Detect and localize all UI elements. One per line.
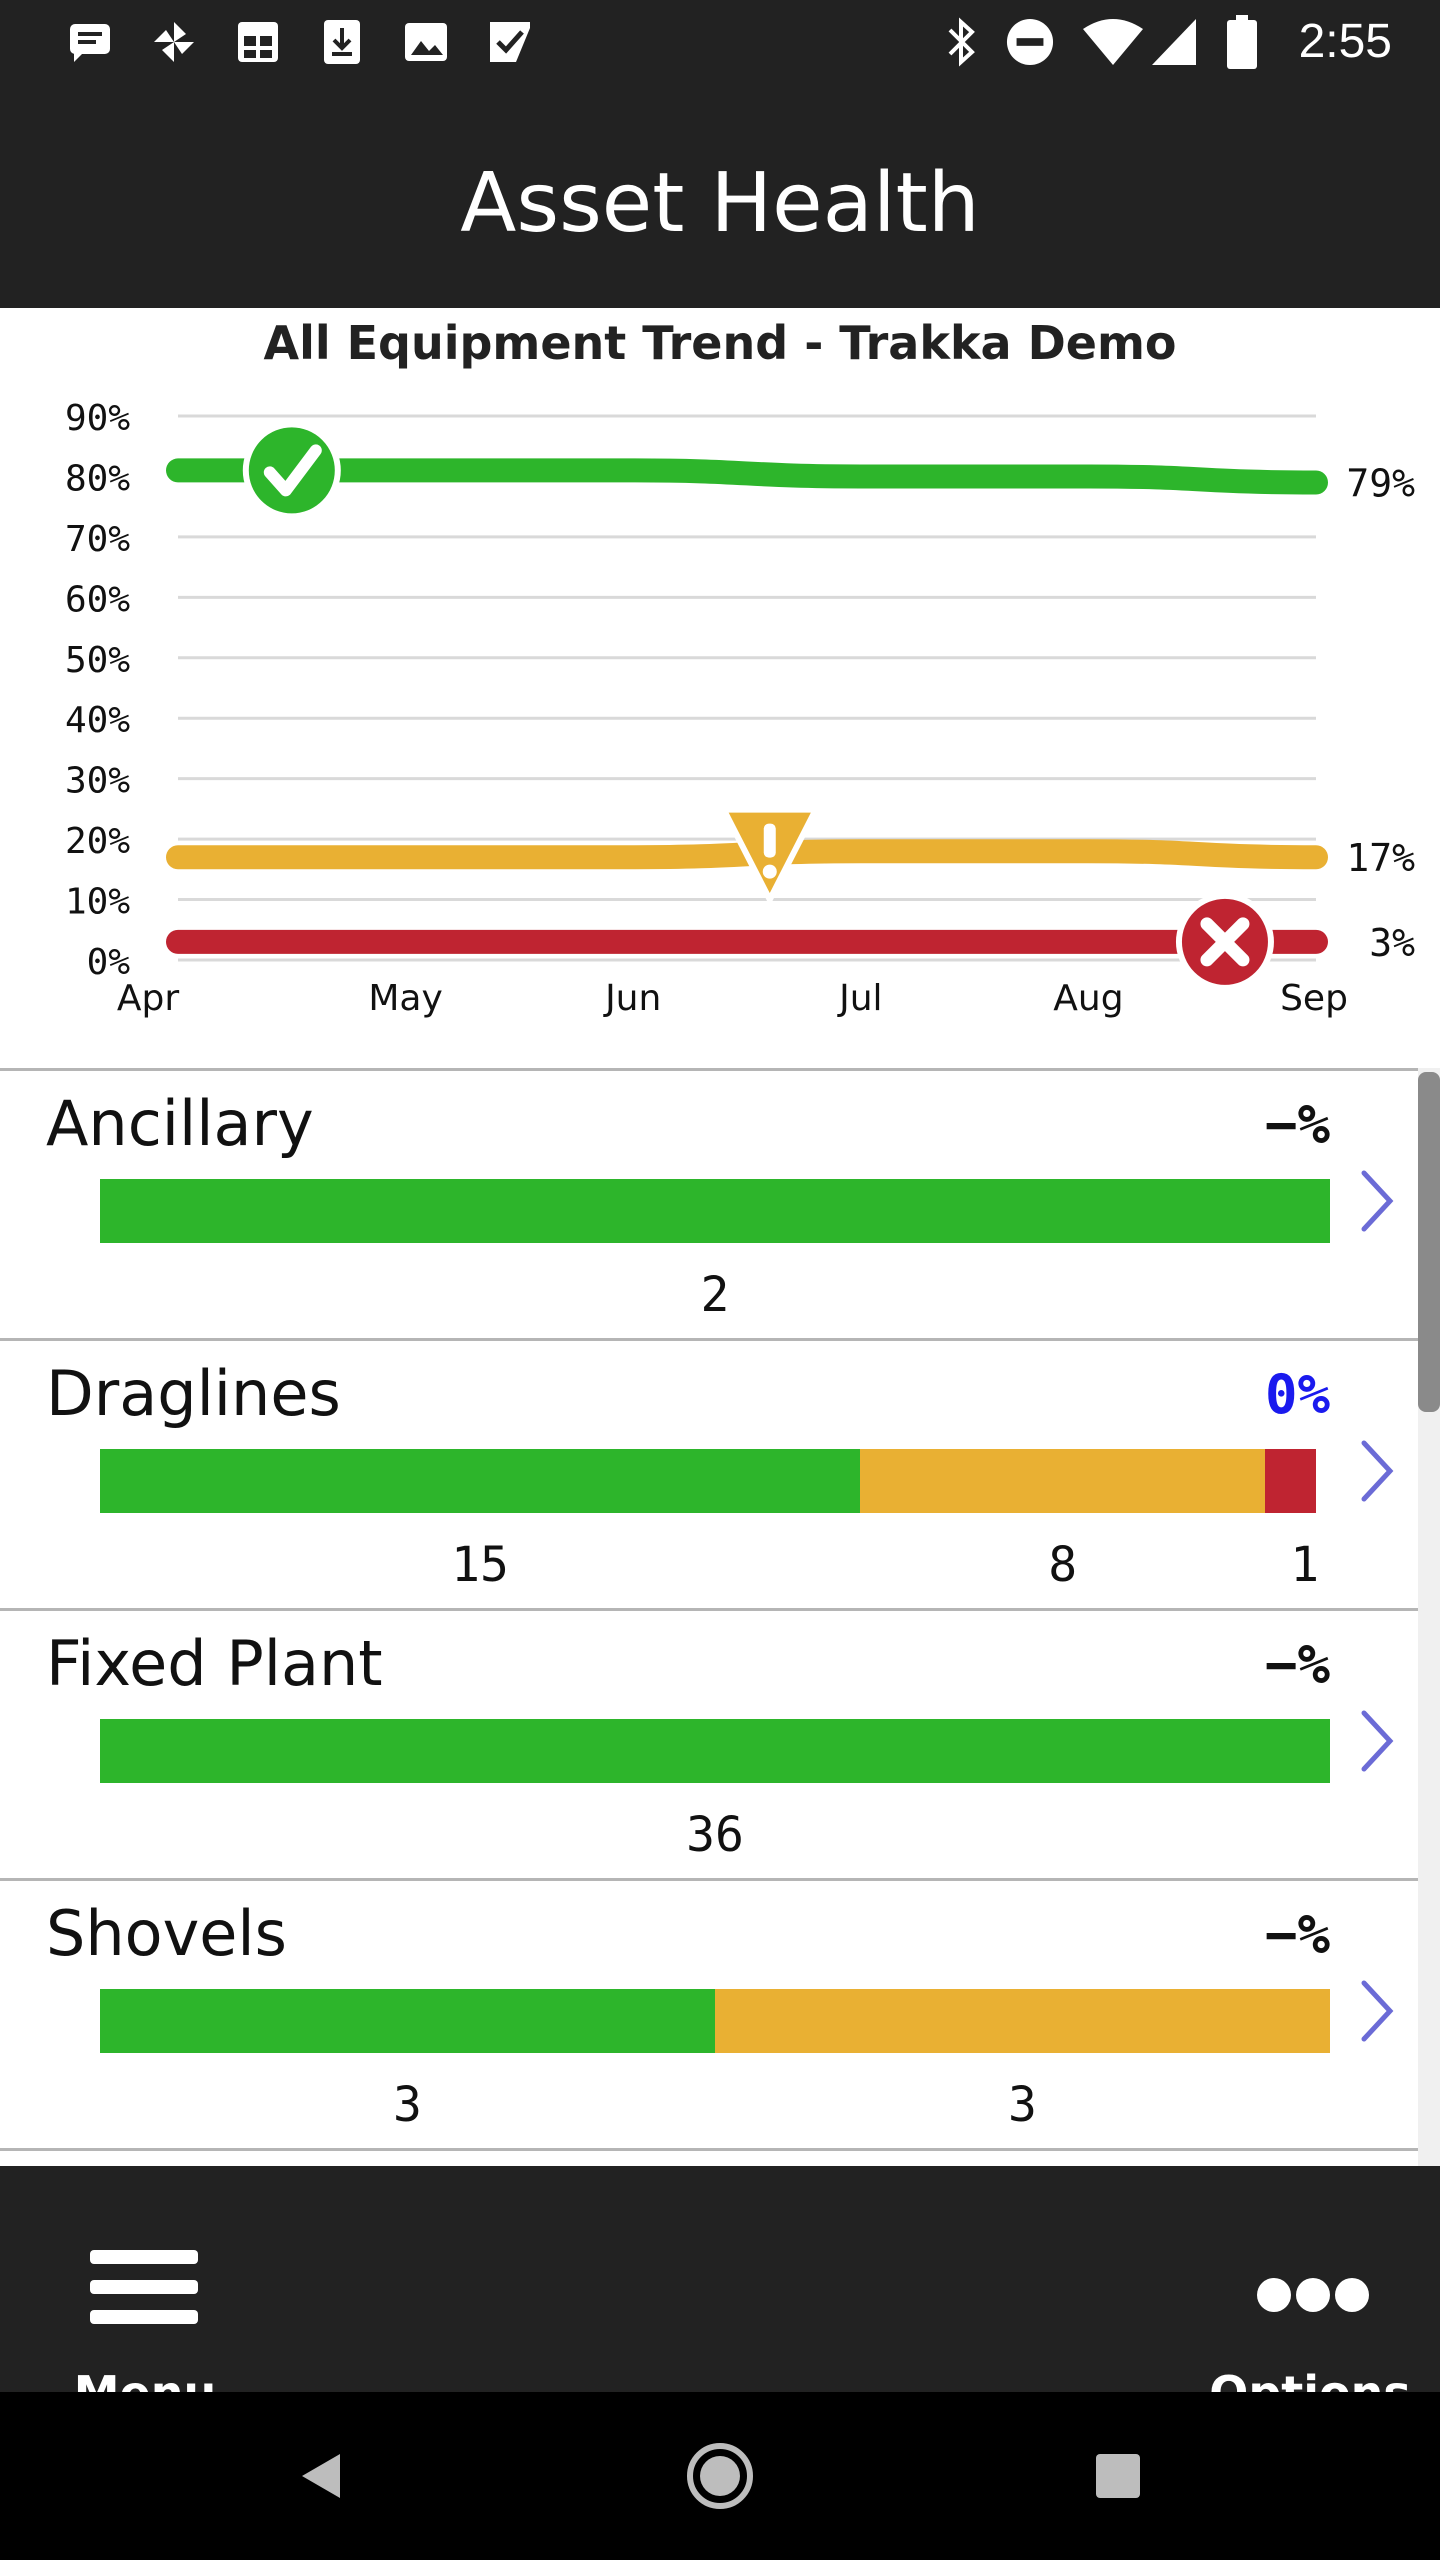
status-bar-chart [100,1719,1330,1783]
segment-count: 8 [1048,1537,1078,1593]
system-nav-bar [0,2392,1440,2560]
checklist-icon [486,18,534,66]
series-end-label: 17% [1346,836,1415,880]
bottom-toolbar: Menu Options [0,2166,1440,2420]
check-icon [242,421,341,520]
y-tick-label: 20% [65,821,130,862]
bar-segment-warn [715,1989,1330,2053]
hamburger-menu-icon [90,2250,198,2324]
status-bar-chart [100,1449,1316,1513]
bluetooth-icon [938,17,986,67]
y-tick-label: 60% [65,579,130,620]
image-icon [402,18,450,66]
do-not-disturb-icon [1006,18,1054,66]
x-tick-label: Sep [1280,978,1348,1019]
list-divider [0,2148,1418,2151]
y-tick-label: 70% [65,519,130,560]
category-row[interactable]: Fixed Plant −% 36 [0,1608,1418,1879]
x-tick-label: Aug [1053,978,1123,1019]
category-percent: −% [1264,1093,1330,1156]
category-name: Shovels [46,1897,287,1970]
recents-icon[interactable] [1078,2436,1158,2516]
y-tick-label: 10% [65,882,130,923]
bar-segment-warn [860,1449,1266,1513]
category-row[interactable]: Ancillary −% 2 [0,1068,1418,1339]
segment-count: 15 [451,1537,509,1593]
download-icon [318,18,366,66]
bar-segment-good [100,1989,715,2053]
app-header: Asset Health [0,84,1440,308]
y-tick-label: 30% [65,761,130,802]
trend-chart: 90% 80% 70% 60% 50% 40% 30% 20% 10% 0%Apr May Jun Ju… [65,398,1415,1019]
x-tick-label: Jul [837,978,882,1019]
category-percent: 0% [1264,1363,1330,1426]
bar-segment-good [100,1719,1330,1783]
home-icon[interactable] [680,2436,760,2516]
segment-count: 1 [1290,1537,1320,1593]
bar-segment-good [100,1179,1330,1243]
message-icon [66,18,114,66]
status-bar-chart [100,1989,1330,2053]
chevron-right-icon[interactable] [1346,1701,1406,1781]
category-row[interactable]: Draglines 0% 15 8 1 [0,1338,1418,1609]
segment-count: 36 [686,1807,744,1863]
x-tick-label: May [368,978,442,1019]
segment-count: 3 [1008,2077,1037,2133]
y-tick-label: 80% [65,458,130,499]
chevron-right-icon[interactable] [1346,1971,1406,2051]
options-button[interactable]: Options [1200,2206,1420,2420]
category-percent: −% [1264,1903,1330,1966]
pinwheel-icon [150,18,198,66]
scrollbar-thumb[interactable] [1418,1072,1440,1412]
bar-segment-bad [1265,1449,1316,1513]
error-icon [1175,892,1274,991]
bar-segment-good [100,1449,860,1513]
series-end-label: 3% [1369,921,1415,965]
category-percent: −% [1264,1633,1330,1696]
more-options-icon [1257,2278,1369,2312]
y-tick-label: 40% [65,700,130,741]
signal-icon [1150,18,1198,66]
category-name: Ancillary [46,1087,314,1160]
status-bar-chart [100,1179,1330,1243]
x-tick-label: Jun [603,978,661,1019]
page-title: Asset Health [460,156,980,251]
y-tick-label: 90% [65,398,130,439]
category-name: Draglines [46,1357,341,1430]
segment-count: 2 [700,1267,730,1323]
warning-icon [720,806,819,903]
series-line [166,458,1328,495]
category-name: Fixed Plant [46,1627,383,1700]
status-bar: 2:55 [0,0,1440,84]
segment-count: 3 [393,2077,422,2133]
menu-button[interactable]: Menu [60,2206,230,2420]
chevron-right-icon[interactable] [1346,1431,1406,1511]
wifi-icon [1082,18,1144,66]
chart-title: All Equipment Trend - Trakka Demo [263,316,1177,370]
chevron-right-icon[interactable] [1346,1161,1406,1241]
clock-time: 2:55 [1298,15,1392,68]
x-tick-label: Apr [117,978,179,1019]
y-tick-label: 50% [65,640,130,681]
calendar-icon [234,18,282,66]
series-end-label: 79% [1346,461,1415,505]
y-tick-label: 0% [87,942,131,983]
category-row[interactable]: Shovels −% 3 3 [0,1878,1418,2149]
battery-icon [1222,15,1262,69]
back-icon[interactable] [280,2436,360,2516]
